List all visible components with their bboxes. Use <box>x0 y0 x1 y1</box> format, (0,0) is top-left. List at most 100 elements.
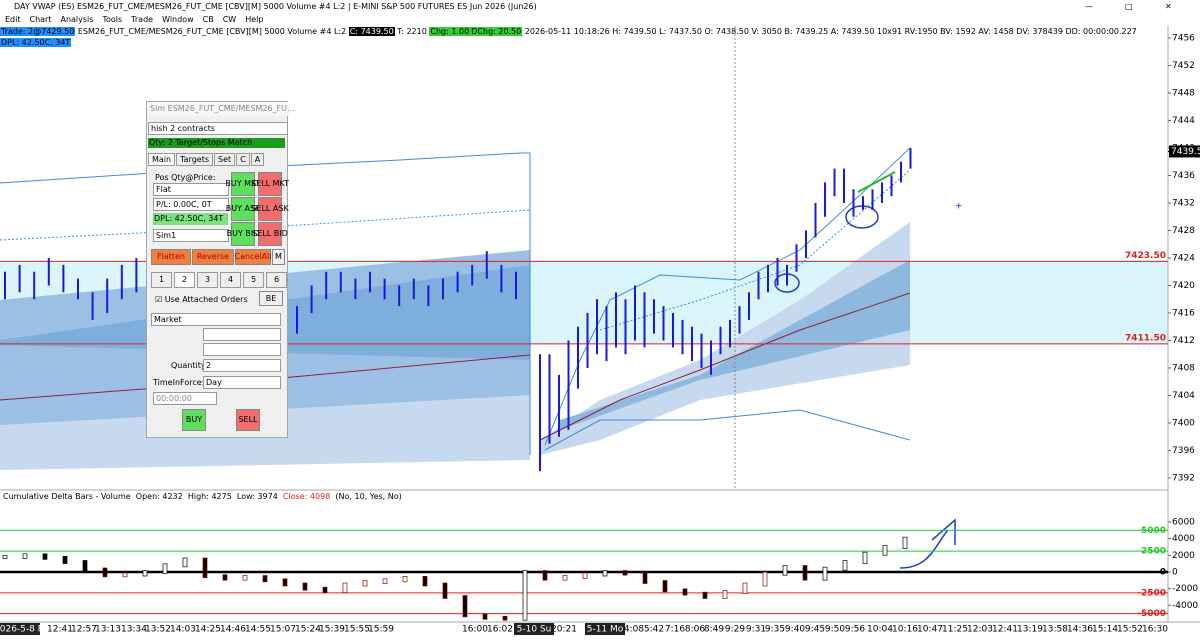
menu-item[interactable]: Chart <box>29 15 52 24</box>
tabs: Main Targets Set C A <box>148 153 265 166</box>
be-button[interactable]: BE <box>259 291 283 306</box>
time-label: 4:08 <box>624 625 644 635</box>
qty-button[interactable]: 1 <box>151 272 172 288</box>
y-tick-label: 7396 <box>1172 446 1195 456</box>
sell[interactable]: SELL <box>236 409 260 431</box>
y-tick-label: 7420 <box>1172 281 1195 291</box>
time-label: 5:42 <box>644 625 664 635</box>
menu-item[interactable]: Window <box>162 15 194 24</box>
tab[interactable]: Targets <box>176 153 214 166</box>
y-tick-label: 7416 <box>1172 308 1195 318</box>
time-label: 16:02 <box>487 625 513 635</box>
menu-item[interactable]: Help <box>245 15 264 24</box>
details: 2026-05-11 10:18:26 H: 7439.50 L: 7437.5… <box>524 27 1137 36</box>
minimize[interactable]: — <box>1085 2 1093 11</box>
y-tick-label: 7456 <box>1172 34 1195 44</box>
sell-mkt[interactable]: SELL MKT <box>251 172 289 196</box>
sell-ask[interactable]: SELL ASK <box>251 197 289 221</box>
status-bar: Qty: 2 Target/Stops Match <box>148 138 285 148</box>
menu-item[interactable]: CW <box>222 15 237 24</box>
quantity-label: Quantity: <box>171 361 208 370</box>
price-field[interactable] <box>203 328 281 341</box>
time-label: 15:07 <box>270 625 296 635</box>
qty-button[interactable]: 2 <box>174 272 195 288</box>
sell-bid[interactable]: SELL BID <box>252 222 288 246</box>
strategy-select[interactable]: hish 2 contracts <box>148 122 288 135</box>
time-label: 9:56 <box>845 625 865 635</box>
delta-bar <box>82 560 88 572</box>
order-type[interactable]: Market <box>151 313 281 326</box>
y-tick-label: 7436 <box>1172 171 1195 181</box>
menu-item[interactable]: CB <box>202 15 214 24</box>
chart-header: Trade: 2@7429.50 ESM26_FUT_CME/MESM26_FU… <box>0 26 1137 48</box>
y-tick-label: 7404 <box>1172 391 1195 401</box>
quantity[interactable]: 2 <box>203 359 281 372</box>
y-tick-label: 7444 <box>1172 116 1195 126</box>
buy-ask[interactable]: BUY ASK <box>226 197 260 221</box>
time-label: 13:52 <box>145 625 171 635</box>
menu-item[interactable]: Edit <box>5 15 21 24</box>
buy[interactable]: BUY <box>182 409 206 431</box>
time-label: 10:04 <box>867 625 893 635</box>
m-button[interactable]: M <box>272 249 285 265</box>
price-field-2[interactable] <box>203 343 281 356</box>
delta-bar <box>802 565 808 581</box>
delta-close: Close: 4098 <box>282 492 331 501</box>
menu-item[interactable]: Analysis <box>60 15 94 24</box>
reverse[interactable]: Reverse <box>192 249 234 265</box>
delta-bar <box>782 565 788 576</box>
delta-bar <box>642 571 648 584</box>
annotation-arrow <box>857 171 896 193</box>
session-lower <box>544 409 911 451</box>
flatten[interactable]: Flatten <box>151 249 191 265</box>
y-tick-label: 7392 <box>1172 473 1195 483</box>
menu-bar: Edit Chart Analysis Tools Trade Window CB CW Hel… <box>0 13 1200 26</box>
delta-bar <box>602 570 608 577</box>
time-label: 15:55 <box>344 625 370 635</box>
menu-item[interactable]: Trade <box>131 15 154 24</box>
title-bar: DAY VWAP (ES) ESM26_FUT_CME/MESM26_FUT_C… <box>0 0 1200 13</box>
tab[interactable]: C <box>236 153 250 166</box>
delta-bar <box>662 580 668 593</box>
dpl: DPL: 42.50C, 34T <box>153 213 228 225</box>
delta-bar <box>842 560 848 571</box>
delta-bar <box>122 572 128 578</box>
delta-bar <box>142 570 148 577</box>
buy-bid[interactable]: BUY BID <box>227 222 259 246</box>
cancel-all[interactable]: CancelAll <box>234 249 272 265</box>
delta-level-label: 2500 <box>1141 547 1166 557</box>
tab[interactable]: Set <box>214 153 236 166</box>
time-label: 16:00 <box>462 625 488 635</box>
time-label: 5-10 Su <box>517 625 552 635</box>
panel-title: Sim ESM26_FUT_CME/MESM26_FU... <box>147 102 295 116</box>
time-label: 10:16 <box>892 625 918 635</box>
close[interactable]: ✕ <box>1165 2 1172 11</box>
menu-item[interactable]: Tools <box>102 15 123 24</box>
day-change: DChg: 20.50 <box>470 27 523 36</box>
delta-bar <box>622 570 628 576</box>
delta-high: High: 4275 <box>187 492 232 501</box>
pos-label: Pos Qty@Price: <box>155 173 216 182</box>
account-select[interactable]: Sim1 <box>153 229 229 242</box>
attached-orders[interactable]: ☑ Use Attached Orders <box>155 295 248 304</box>
tif[interactable]: Day <box>203 376 281 389</box>
tab[interactable]: Main <box>148 153 176 166</box>
qty-button[interactable]: 6 <box>266 272 287 288</box>
qty-button[interactable]: 3 <box>197 272 218 288</box>
delta-bar <box>42 553 48 560</box>
session-box <box>0 623 40 635</box>
qty-button[interactable]: 4 <box>220 272 241 288</box>
delta-tick-label: -2000 <box>1172 584 1198 594</box>
close-price: C: 7439.50 <box>348 27 395 36</box>
time-field[interactable]: 00:00:00 <box>153 392 217 405</box>
buy-mkt[interactable]: BUY MKT <box>225 172 261 196</box>
upper-dev-line <box>0 209 531 241</box>
time-label: 12:41 <box>47 625 73 635</box>
maximize[interactable]: □ <box>1125 2 1133 11</box>
time-label: 11:25 <box>942 625 968 635</box>
tab[interactable]: A <box>250 153 265 166</box>
annotation-arrow <box>899 529 949 569</box>
delta-bar <box>62 555 68 564</box>
qty-button[interactable]: 5 <box>243 272 264 288</box>
